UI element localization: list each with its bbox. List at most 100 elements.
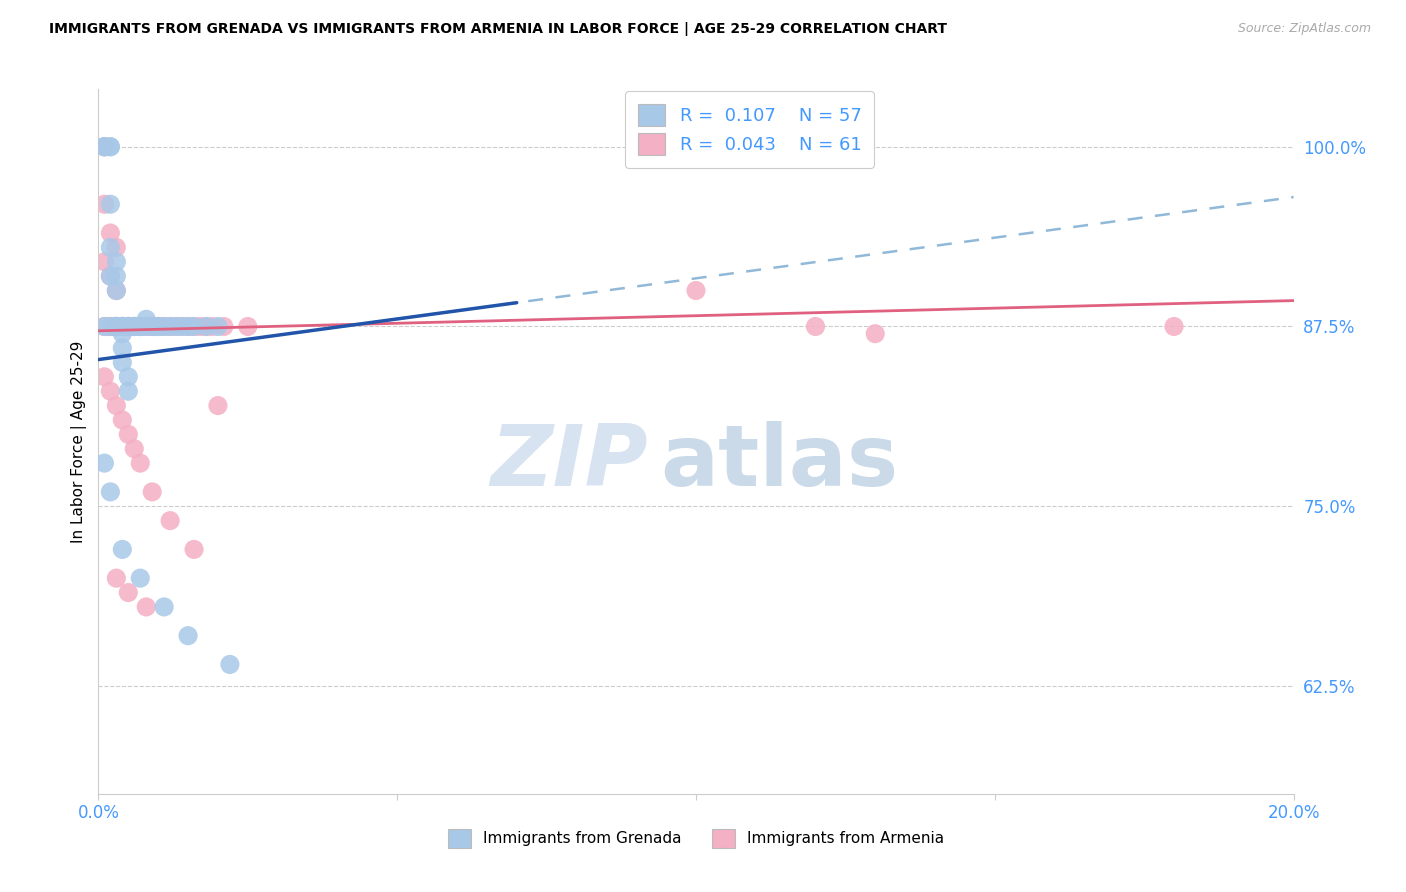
- Point: [105, 319, 128, 334]
- Point: [93, 139, 115, 153]
- Point: [105, 319, 128, 334]
- Text: Source: ZipAtlas.com: Source: ZipAtlas.com: [1237, 22, 1371, 36]
- Point: [135, 319, 157, 334]
- Point: [207, 399, 229, 413]
- Point: [111, 326, 134, 341]
- Point: [124, 319, 146, 334]
- Point: [111, 319, 134, 334]
- Point: [98, 319, 122, 334]
- Point: [117, 369, 139, 384]
- Point: [111, 341, 134, 355]
- Point: [93, 197, 115, 211]
- Point: [188, 319, 211, 334]
- Point: [201, 319, 224, 334]
- Legend: Immigrants from Grenada, Immigrants from Armenia: Immigrants from Grenada, Immigrants from…: [439, 820, 953, 856]
- Point: [129, 319, 152, 334]
- Point: [111, 319, 134, 334]
- Point: [159, 514, 181, 528]
- Point: [111, 319, 134, 334]
- Point: [124, 319, 146, 334]
- Point: [111, 319, 134, 334]
- Point: [98, 384, 122, 399]
- Point: [129, 456, 152, 470]
- Point: [117, 319, 139, 334]
- Text: atlas: atlas: [661, 421, 898, 504]
- Text: ZIP: ZIP: [491, 421, 648, 504]
- Point: [153, 319, 176, 334]
- Point: [98, 269, 122, 284]
- Point: [93, 456, 115, 470]
- Point: [93, 369, 115, 384]
- Point: [129, 319, 152, 334]
- Point: [98, 240, 122, 254]
- Point: [105, 319, 128, 334]
- Point: [177, 319, 200, 334]
- Point: [117, 319, 139, 334]
- Point: [105, 399, 128, 413]
- Point: [159, 319, 181, 334]
- Point: [117, 585, 139, 599]
- Point: [141, 319, 163, 334]
- Point: [124, 319, 146, 334]
- Point: [207, 319, 229, 334]
- Point: [129, 319, 152, 334]
- Point: [93, 139, 115, 153]
- Point: [98, 319, 122, 334]
- Point: [183, 319, 205, 334]
- Point: [159, 319, 181, 334]
- Point: [117, 319, 139, 334]
- Point: [98, 269, 122, 284]
- Point: [105, 319, 128, 334]
- Point: [111, 319, 134, 334]
- Point: [148, 319, 170, 334]
- Point: [105, 319, 128, 334]
- Point: [111, 355, 134, 369]
- Point: [177, 319, 200, 334]
- Point: [183, 319, 205, 334]
- Point: [804, 319, 827, 334]
- Point: [141, 319, 163, 334]
- Point: [124, 319, 146, 334]
- Point: [105, 254, 128, 268]
- Point: [98, 139, 122, 153]
- Point: [105, 240, 128, 254]
- Point: [148, 319, 170, 334]
- Point: [111, 319, 134, 334]
- Point: [153, 319, 176, 334]
- Point: [129, 319, 152, 334]
- Point: [117, 319, 139, 334]
- Point: [153, 599, 176, 614]
- Point: [111, 542, 134, 557]
- Point: [141, 484, 163, 499]
- Point: [93, 319, 115, 334]
- Point: [165, 319, 187, 334]
- Point: [98, 139, 122, 153]
- Point: [1163, 319, 1185, 334]
- Point: [111, 319, 134, 334]
- Point: [172, 319, 194, 334]
- Point: [212, 319, 235, 334]
- Point: [195, 319, 218, 334]
- Point: [117, 319, 139, 334]
- Point: [111, 319, 134, 334]
- Point: [117, 384, 139, 399]
- Point: [124, 442, 146, 456]
- Point: [124, 319, 146, 334]
- Point: [135, 319, 157, 334]
- Point: [93, 254, 115, 268]
- Point: [135, 319, 157, 334]
- Point: [177, 629, 200, 643]
- Point: [93, 319, 115, 334]
- Point: [129, 319, 152, 334]
- Point: [195, 319, 218, 334]
- Point: [111, 413, 134, 427]
- Point: [105, 319, 128, 334]
- Point: [105, 571, 128, 585]
- Point: [105, 269, 128, 284]
- Point: [98, 319, 122, 334]
- Point: [105, 319, 128, 334]
- Point: [98, 484, 122, 499]
- Point: [183, 542, 205, 557]
- Point: [135, 312, 157, 326]
- Point: [105, 284, 128, 298]
